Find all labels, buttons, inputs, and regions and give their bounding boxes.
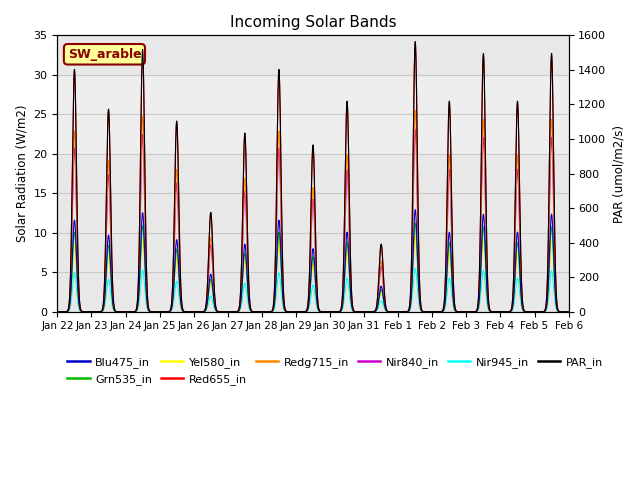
Yel580_in: [442, 298, 449, 303]
Redg715_in: [412, 108, 419, 113]
Redg715_in: [360, 309, 368, 314]
Blu475_in: [360, 309, 368, 314]
Line: Redg715_in: Redg715_in: [58, 110, 568, 312]
Nir945_in: [442, 302, 449, 308]
Blu475_in: [296, 309, 303, 314]
Line: PAR_in: PAR_in: [58, 42, 568, 312]
Nir840_in: [227, 309, 235, 314]
Blu475_in: [54, 309, 61, 314]
Blu475_in: [428, 309, 435, 314]
PAR_in: [412, 39, 419, 45]
Nir945_in: [360, 309, 368, 314]
Blu475_in: [442, 293, 449, 299]
PAR_in: [54, 309, 61, 314]
Red655_in: [564, 309, 572, 314]
Nir840_in: [412, 126, 419, 132]
Yel580_in: [428, 309, 435, 314]
Redg715_in: [54, 309, 61, 314]
Line: Red655_in: Red655_in: [58, 43, 568, 312]
Text: SW_arable: SW_arable: [68, 48, 141, 61]
Yel580_in: [564, 309, 572, 314]
PAR_in: [442, 268, 449, 274]
Nir945_in: [227, 309, 235, 314]
Line: Blu475_in: Blu475_in: [58, 210, 568, 312]
Redg715_in: [428, 309, 435, 314]
Yel580_in: [537, 309, 545, 314]
Nir840_in: [442, 281, 449, 287]
Bar: [58, 75, 568, 154]
Yel580_in: [412, 234, 419, 240]
PAR_in: [537, 309, 545, 314]
PAR_in: [227, 309, 235, 314]
Nir945_in: [543, 304, 551, 310]
Nir840_in: [296, 309, 303, 314]
Nir840_in: [564, 309, 572, 314]
Nir945_in: [412, 266, 419, 272]
Title: Incoming Solar Bands: Incoming Solar Bands: [230, 15, 396, 30]
Red655_in: [54, 309, 61, 314]
Nir840_in: [537, 309, 545, 314]
Red655_in: [296, 309, 303, 314]
Red655_in: [537, 309, 545, 314]
Grn535_in: [296, 309, 303, 314]
Grn535_in: [412, 220, 419, 226]
PAR_in: [564, 309, 572, 314]
Grn535_in: [54, 309, 61, 314]
Grn535_in: [543, 300, 551, 306]
Blu475_in: [412, 207, 419, 213]
Nir840_in: [360, 309, 368, 314]
PAR_in: [543, 281, 551, 287]
Line: Grn535_in: Grn535_in: [58, 223, 568, 312]
Blu475_in: [227, 309, 235, 314]
Legend: Blu475_in, Grn535_in, Yel580_in, Red655_in, Redg715_in, Nir840_in, Nir945_in, PA: Blu475_in, Grn535_in, Yel580_in, Red655_…: [63, 353, 607, 389]
Red655_in: [412, 40, 419, 46]
Blu475_in: [543, 299, 551, 304]
Nir840_in: [543, 290, 551, 296]
Y-axis label: PAR (umol/m2/s): PAR (umol/m2/s): [612, 124, 625, 223]
Redg715_in: [227, 309, 235, 314]
Red655_in: [227, 309, 235, 314]
Nir945_in: [54, 309, 61, 314]
Redg715_in: [537, 309, 545, 314]
Nir945_in: [537, 309, 545, 314]
Redg715_in: [543, 288, 551, 294]
Grn535_in: [360, 309, 368, 314]
Blu475_in: [564, 309, 572, 314]
Line: Nir840_in: Nir840_in: [58, 129, 568, 312]
Grn535_in: [428, 309, 435, 314]
PAR_in: [296, 309, 303, 314]
Nir840_in: [54, 309, 61, 314]
Red655_in: [428, 309, 435, 314]
Grn535_in: [227, 309, 235, 314]
Yel580_in: [227, 309, 235, 314]
Redg715_in: [296, 309, 303, 314]
Yel580_in: [296, 309, 303, 314]
Red655_in: [360, 309, 368, 314]
Yel580_in: [360, 309, 368, 314]
Grn535_in: [537, 309, 545, 314]
PAR_in: [360, 309, 368, 314]
Nir945_in: [296, 309, 303, 314]
Red655_in: [442, 268, 449, 274]
Yel580_in: [543, 301, 551, 307]
Nir945_in: [428, 309, 435, 314]
Nir945_in: [564, 309, 572, 314]
Grn535_in: [564, 309, 572, 314]
Red655_in: [543, 282, 551, 288]
Redg715_in: [564, 309, 572, 314]
Y-axis label: Solar Radiation (W/m2): Solar Radiation (W/m2): [15, 105, 28, 242]
Redg715_in: [442, 278, 449, 284]
Line: Yel580_in: Yel580_in: [58, 237, 568, 312]
Grn535_in: [442, 296, 449, 301]
Line: Nir945_in: Nir945_in: [58, 269, 568, 312]
Nir840_in: [428, 309, 435, 314]
PAR_in: [428, 309, 435, 314]
Yel580_in: [54, 309, 61, 314]
Blu475_in: [537, 309, 545, 314]
